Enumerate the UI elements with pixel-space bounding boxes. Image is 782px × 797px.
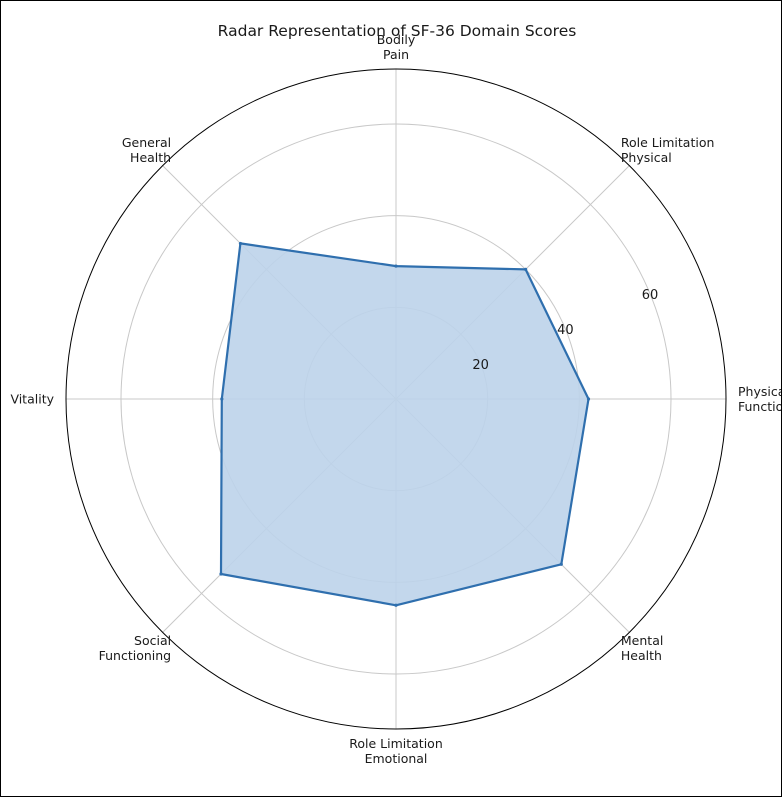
data-layer <box>219 241 591 607</box>
data-point <box>238 241 243 246</box>
category-label: Mental Health <box>621 633 663 663</box>
data-point <box>219 572 223 576</box>
radial-tick-label: 60 <box>642 288 659 303</box>
category-label: General Health <box>122 135 171 165</box>
data-point <box>559 562 563 566</box>
category-label: Role Limitation Emotional <box>349 736 443 766</box>
series-area <box>219 242 590 607</box>
data-point <box>394 264 398 268</box>
radial-tick-label: 40 <box>557 323 574 338</box>
chart-title: Radar Representation of SF-36 Domain Sco… <box>218 22 577 40</box>
data-point <box>394 603 398 607</box>
category-label: PhysicalFunctioning <box>738 384 781 414</box>
category-label: Social Functioning <box>99 633 172 663</box>
data-point <box>586 397 591 401</box>
category-label: Bodily Pain <box>377 32 416 62</box>
radial-tick-label: 20 <box>472 358 489 373</box>
category-label: Vitality <box>10 392 54 407</box>
data-point <box>524 267 528 271</box>
category-label: Role Limitation Physical <box>621 135 715 165</box>
outer-ring <box>65 68 727 730</box>
label-layer: 20 40 60 PhysicalFunctioning Role Limitation… <box>10 32 781 766</box>
data-point <box>220 397 224 401</box>
